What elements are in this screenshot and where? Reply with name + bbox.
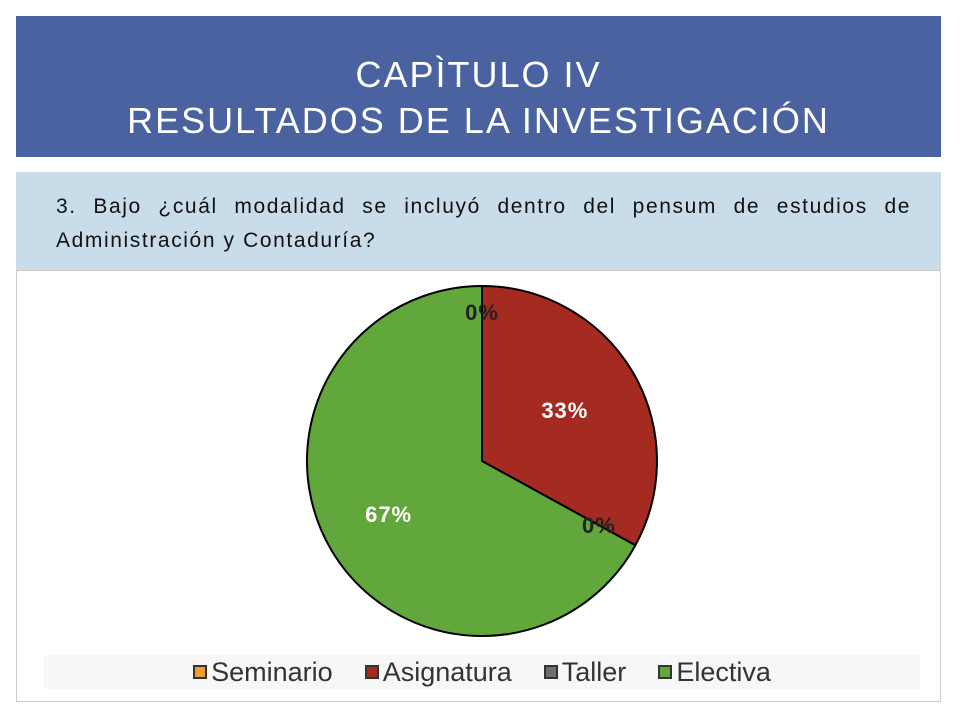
legend-item-taller: Taller	[543, 656, 627, 688]
pie-slices	[306, 284, 658, 637]
section-title: RESULTADOS DE LA INVESTIGACIÓN	[127, 100, 830, 141]
pie-labels: 0% 33% 0% 67%	[365, 300, 616, 538]
chart-legend: Seminario Asignatura Taller Electiva	[44, 655, 920, 689]
legend-label: Asignatura	[382, 656, 512, 687]
data-label-asignatura: 33%	[541, 398, 588, 423]
pie-slice-electiva	[306, 284, 637, 637]
legend-label: Taller	[561, 656, 627, 687]
data-label-taller: 0%	[582, 513, 616, 538]
legend-swatch	[193, 665, 208, 679]
data-label-seminario: 0%	[465, 300, 499, 325]
legend-swatch	[658, 665, 673, 679]
data-label-electiva: 67%	[365, 502, 412, 527]
legend-swatch	[543, 665, 558, 679]
legend-label: Seminario	[211, 656, 333, 687]
legend-item-asignatura: Asignatura	[364, 656, 512, 688]
chapter-title: CAPÌTULO IV	[355, 54, 602, 95]
pie-slice-asignatura	[481, 284, 658, 547]
question-box: 3. Bajo ¿cuál modalidad se incluyó dentr…	[16, 172, 941, 270]
pie-chart-canvas: 0% 33% 0% 67%	[306, 284, 658, 637]
legend-item-electiva: Electiva	[658, 657, 771, 688]
question-text: 3. Bajo ¿cuál modalidad se incluyó dentr…	[56, 195, 911, 252]
slide-header: CAPÌTULO IV RESULTADOS DE LA INVESTIGACI…	[16, 16, 941, 157]
pie-chart: 0% 33% 0% 67% Seminario Asignatura Taller Elec…	[16, 270, 941, 702]
legend-swatch	[364, 665, 379, 679]
legend-label: Electiva	[676, 656, 771, 687]
legend-item-seminario: Seminario	[193, 657, 333, 688]
